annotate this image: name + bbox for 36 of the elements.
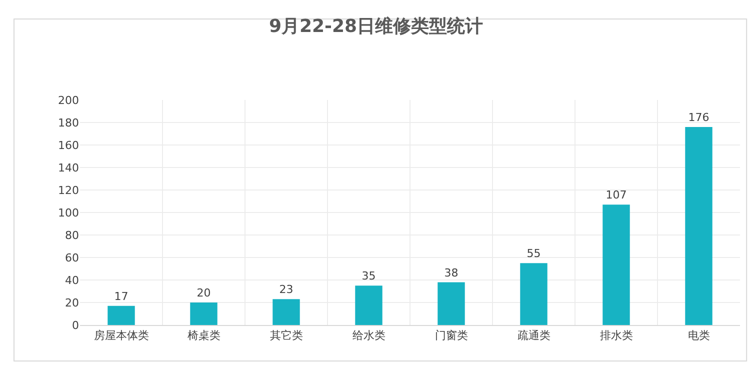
chart-title: 9月22-28日维修类型统计: [268, 16, 484, 38]
y-tick-label: 100: [58, 206, 79, 220]
y-tick-label: 120: [58, 184, 79, 197]
y-tick-label: 160: [58, 138, 79, 152]
data-label: 20: [196, 286, 211, 300]
y-tick-label: 140: [58, 161, 79, 174]
bar: [520, 263, 548, 325]
y-tick-label: 80: [65, 228, 79, 242]
data-label: 35: [362, 270, 376, 283]
x-tick-label: 房屋本体类: [94, 329, 149, 342]
bar: [190, 302, 218, 325]
y-tick-label: 180: [58, 116, 79, 130]
bar: [685, 127, 712, 325]
bar: [108, 306, 135, 325]
x-tick-label: 排水类: [600, 329, 633, 342]
y-tick-label: 200: [58, 94, 79, 107]
y-tick-label: 0: [72, 318, 79, 332]
data-label: 38: [444, 266, 458, 280]
bar: [602, 204, 630, 325]
y-tick-label: 20: [65, 296, 79, 310]
data-label: 107: [606, 188, 627, 202]
x-tick-label: 其它类: [270, 329, 303, 342]
bar: [272, 299, 300, 325]
data-label: 55: [526, 247, 541, 260]
x-tick-label: 椅桌类: [187, 329, 220, 342]
x-tick-label: 门窗类: [434, 329, 468, 342]
data-label: 23: [279, 283, 294, 296]
x-tick-label: 疏通类: [517, 329, 550, 342]
x-tick-label: 电类: [688, 329, 710, 342]
y-tick-label: 40: [65, 274, 79, 287]
x-tick-label: 给水类: [352, 329, 386, 342]
data-label: 176: [688, 111, 710, 124]
data-label: 17: [114, 290, 128, 303]
bar: [438, 282, 465, 325]
bar: [355, 286, 382, 325]
y-tick-label: 60: [65, 251, 79, 264]
